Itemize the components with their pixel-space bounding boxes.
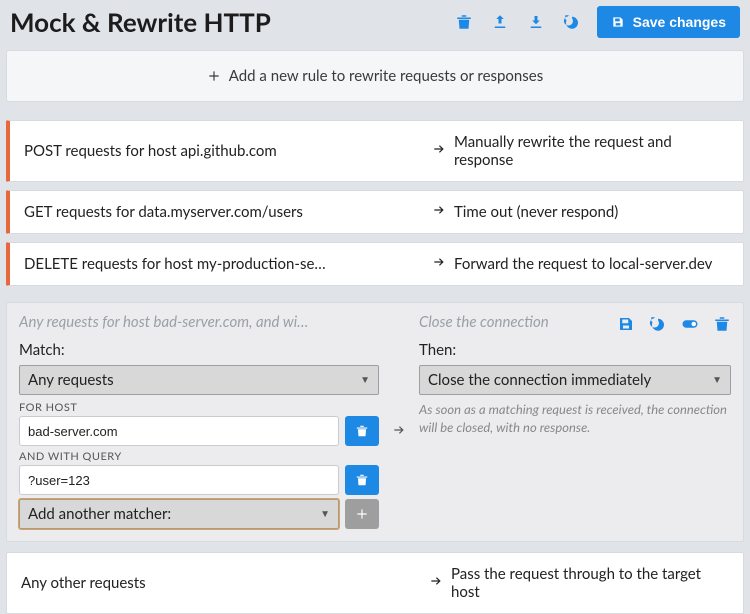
action-select[interactable]: Close the connection immediately▼ <box>419 365 731 395</box>
then-label: Then: <box>419 341 731 359</box>
import-icon[interactable] <box>527 13 545 31</box>
chevron-down-icon: ▼ <box>320 508 330 520</box>
arrow-icon <box>421 574 451 592</box>
add-rule-label: Add a new rule to rewrite requests or re… <box>229 67 543 85</box>
save-changes-button[interactable]: Save changes <box>597 6 740 38</box>
trash-icon <box>355 424 369 438</box>
header-action-icons <box>455 13 581 31</box>
rule-action: Pass the request through to the target h… <box>451 565 729 601</box>
delete-query-matcher-button[interactable] <box>345 465 379 495</box>
request-method-select[interactable]: Any requests▼ <box>19 365 379 395</box>
chevron-down-icon: ▼ <box>712 374 722 386</box>
rule-row[interactable]: GET requests for data.myserver.com/users… <box>6 190 744 234</box>
plus-icon <box>355 507 369 521</box>
page-title: Mock & Rewrite HTTP <box>10 6 455 38</box>
arrow-icon <box>424 203 454 221</box>
delete-host-matcher-button[interactable] <box>345 416 379 446</box>
trash-icon <box>355 473 369 487</box>
revert-rule-icon[interactable] <box>649 315 667 333</box>
rule-match: GET requests for data.myserver.com/users <box>24 203 424 221</box>
rule-row[interactable]: DELETE requests for host my-production-s… <box>6 242 744 286</box>
query-input[interactable] <box>19 465 339 495</box>
rule-match: Any other requests <box>21 574 421 592</box>
fallback-rule-row[interactable]: Any other requests Pass the request thro… <box>6 552 744 614</box>
add-matcher-select[interactable]: Add another matcher:▼ <box>19 499 339 529</box>
save-icon <box>611 15 625 29</box>
rule-editor: Any requests for host bad-server.com, an… <box>6 302 744 542</box>
chevron-down-icon: ▼ <box>360 374 370 386</box>
arrow-icon <box>387 313 411 437</box>
host-input[interactable] <box>19 416 339 446</box>
rule-match: POST requests for host api.github.com <box>24 142 424 160</box>
for-host-label: FOR HOST <box>19 401 379 414</box>
clear-all-icon[interactable] <box>455 13 473 31</box>
and-with-query-label: AND WITH QUERY <box>19 450 379 463</box>
rule-action: Time out (never respond) <box>454 203 729 221</box>
match-label: Match: <box>19 341 379 359</box>
rule-row[interactable]: POST requests for host api.github.com Ma… <box>6 120 744 182</box>
save-changes-label: Save changes <box>633 14 726 30</box>
header: Mock & Rewrite HTTP Save changes <box>0 0 750 50</box>
rule-match: DELETE requests for host my-production-s… <box>24 255 424 273</box>
editor-action-summary: Close the connection <box>419 313 617 335</box>
export-icon[interactable] <box>491 13 509 31</box>
rule-action: Forward the request to local-server.dev <box>454 255 729 273</box>
rule-action: Manually rewrite the request and respons… <box>454 133 729 169</box>
editor-match-summary: Any requests for host bad-server.com, an… <box>19 313 379 335</box>
arrow-icon <box>424 142 454 160</box>
toggle-rule-icon[interactable] <box>681 315 699 333</box>
add-rule-button[interactable]: Add a new rule to rewrite requests or re… <box>6 50 744 102</box>
add-matcher-button[interactable] <box>345 499 379 529</box>
revert-icon[interactable] <box>563 13 581 31</box>
save-rule-icon[interactable] <box>617 315 635 333</box>
arrow-icon <box>424 255 454 273</box>
plus-icon <box>207 69 221 83</box>
delete-rule-icon[interactable] <box>713 315 731 333</box>
action-help-text: As soon as a matching request is receive… <box>419 401 731 436</box>
editor-toolbar <box>617 313 731 335</box>
